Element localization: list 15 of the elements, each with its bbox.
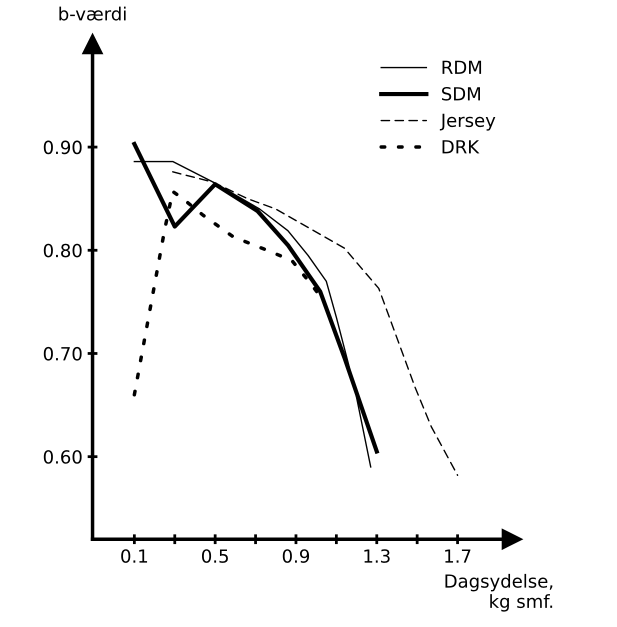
- legend-label: Jersey: [440, 114, 496, 131]
- y-tick-label: 0.80: [44, 244, 82, 258]
- y-axis-title: b-værdi: [59, 6, 126, 21]
- y-tick-label: 0.60: [44, 450, 82, 464]
- x-tick-label: 0.9: [282, 549, 310, 563]
- y-tick-label: 0.70: [44, 346, 82, 361]
- legend-label: DRK: [442, 140, 480, 154]
- legend-label: RDM: [442, 60, 482, 74]
- legend-label: SDM: [442, 86, 480, 101]
- x-tick-label: 1.3: [364, 549, 390, 563]
- x-axis-title: Dagsydelse, kg smf.: [445, 574, 552, 612]
- x-tick-label: 1.7: [445, 550, 470, 563]
- x-tick-label: 0.5: [202, 549, 228, 563]
- y-tick-label: 0.90: [44, 140, 82, 154]
- x-tick-label: 0.1: [121, 549, 148, 563]
